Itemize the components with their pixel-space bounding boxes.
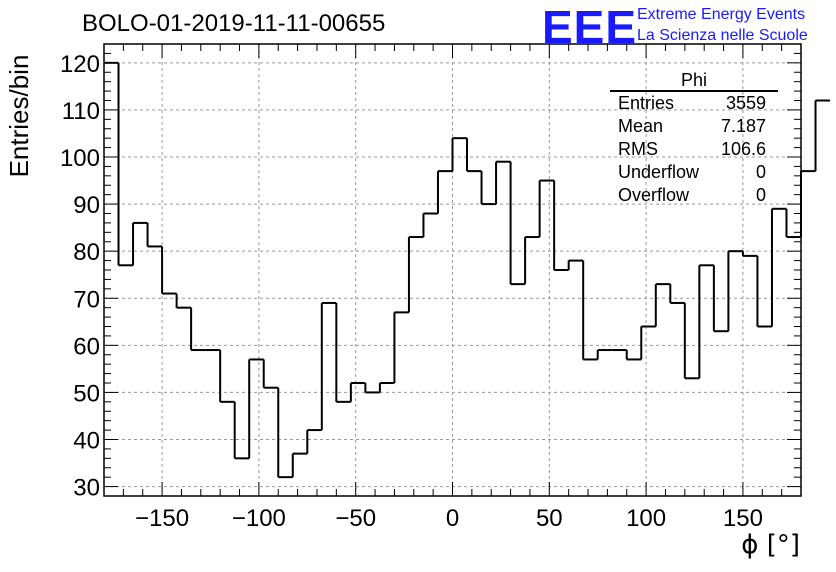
x-tick-label: 100 bbox=[626, 505, 666, 532]
y-axis-label: Entries/bin bbox=[4, 54, 34, 178]
stats-value: 7.187 bbox=[720, 116, 766, 136]
x-tick-label: −100 bbox=[232, 505, 286, 532]
x-tick-label: −50 bbox=[335, 505, 376, 532]
logo-caption: Extreme Energy Events La Scienza nelle S… bbox=[637, 4, 808, 46]
stats-box: Phi Entries 3559 Mean 7.187 RMS 106.6 Un… bbox=[610, 70, 778, 207]
stats-label: Entries bbox=[618, 93, 675, 113]
x-tick-label: 0 bbox=[446, 505, 459, 532]
y-tick-label: 80 bbox=[73, 239, 100, 266]
stats-value: 0 bbox=[755, 162, 766, 182]
stats-label: Mean bbox=[618, 116, 664, 136]
x-tick-label: 50 bbox=[536, 505, 563, 532]
stats-row-underflow: Underflow 0 bbox=[610, 161, 778, 184]
stats-row-entries: Entries 3559 bbox=[610, 92, 778, 115]
y-tick-label: 90 bbox=[73, 192, 100, 219]
histogram-bins bbox=[104, 61, 831, 479]
stats-row-overflow: Overflow 0 bbox=[610, 184, 778, 207]
stats-value: 0 bbox=[755, 185, 766, 205]
x-tick-label: 150 bbox=[723, 505, 763, 532]
y-tick-label: 110 bbox=[62, 98, 100, 125]
y-tick-label: 40 bbox=[73, 428, 100, 455]
x-axis: −150 −100 −50 0 50 100 150 bbox=[103, 44, 802, 532]
chart-title: BOLO-01-2019-11-11-00655 bbox=[82, 10, 386, 37]
logo-caption-line-1: Extreme Energy Events bbox=[637, 6, 806, 23]
x-tick-label: −150 bbox=[135, 505, 189, 532]
y-tick-label: 60 bbox=[73, 333, 100, 360]
x-axis-label: ϕ [°] bbox=[741, 530, 800, 560]
stats-value: 106.6 bbox=[720, 139, 766, 159]
y-axis: 30 40 50 60 70 80 90 100 110 120 bbox=[60, 43, 801, 502]
y-tick-label: 50 bbox=[73, 380, 100, 407]
stats-value: 3559 bbox=[725, 93, 766, 113]
y-tick-label: 100 bbox=[60, 145, 100, 172]
eee-logo: EEE bbox=[542, 1, 638, 53]
stats-row-mean: Mean 7.187 bbox=[610, 115, 778, 138]
y-tick-label: 120 bbox=[60, 51, 100, 78]
logo-caption-line-2: La Scienza nelle Scuole bbox=[637, 27, 808, 44]
y-tick-label: 30 bbox=[73, 475, 100, 502]
stats-label: Overflow bbox=[618, 185, 690, 205]
stats-label: Underflow bbox=[618, 162, 700, 182]
stats-title: Phi bbox=[610, 70, 778, 92]
y-tick-label: 70 bbox=[73, 286, 100, 313]
stats-row-rms: RMS 106.6 bbox=[610, 138, 778, 161]
stats-label: RMS bbox=[618, 139, 658, 159]
